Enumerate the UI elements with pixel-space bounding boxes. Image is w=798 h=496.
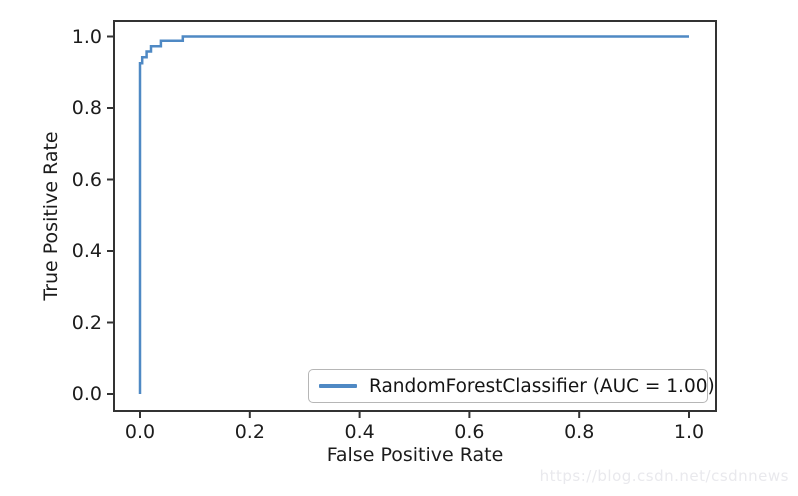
x-tick-label: 0.8 (564, 421, 595, 443)
axes-spines (113, 20, 717, 412)
legend-line-sample-icon (319, 384, 357, 388)
x-tick-label: 0.2 (234, 421, 265, 443)
x-tick-label: 1.0 (673, 421, 705, 443)
y-tick-label: 0.8 (71, 97, 102, 119)
legend: RandomForestClassifier (AUC = 1.00) (308, 369, 715, 403)
legend-label: RandomForestClassifier (AUC = 1.00) (369, 375, 715, 397)
y-tick-label: 0.4 (71, 240, 102, 262)
y-tick-label: 0.2 (71, 311, 102, 334)
y-tick-label: 0.0 (71, 383, 102, 405)
roc-curve-line (138, 35, 689, 394)
y-tick-label: 1.0 (71, 25, 102, 48)
y-tick-label: 0.6 (71, 168, 102, 191)
watermark: https://blog.csdn.net/csdnnews (539, 467, 789, 485)
x-tick-label: 0.0 (124, 421, 156, 443)
x-tick-label: 0.6 (454, 421, 485, 443)
y-axis-label: True Positive Rate (40, 131, 62, 301)
x-tick-label: 0.4 (344, 421, 375, 443)
x-axis-label: False Positive Rate (326, 444, 504, 466)
